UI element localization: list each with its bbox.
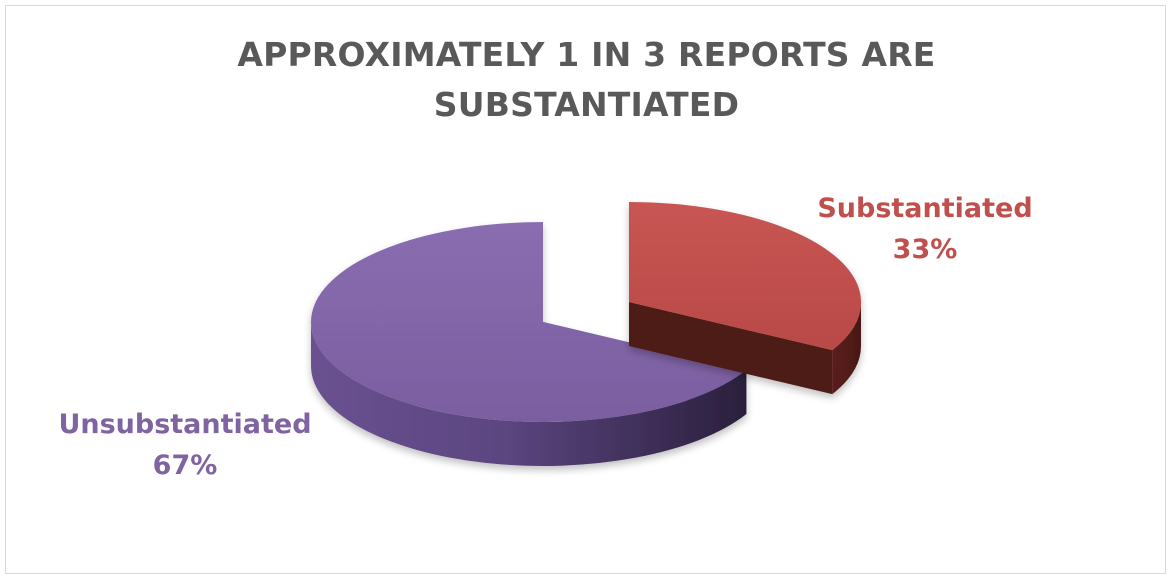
pie-slice-substantiated	[629, 202, 862, 395]
data-label-unsubstantiated: Unsubstantiated 67%	[40, 404, 330, 486]
pie-slice-wall	[629, 302, 833, 395]
pie-slice-side	[832, 302, 862, 395]
pie-slice-top	[629, 202, 862, 351]
chart-title-line-1: APPROXIMATELY 1 IN 3 REPORTS ARE	[237, 35, 936, 74]
data-label-value: 33%	[892, 234, 958, 265]
data-label-value: 67%	[152, 450, 218, 481]
pie-slice-top	[311, 222, 747, 422]
data-label-name: Unsubstantiated	[58, 409, 312, 440]
chart-title-line-2: SUBSTANTIATED	[433, 85, 740, 124]
chart-area	[5, 5, 1166, 574]
pie-slice-side	[311, 322, 747, 467]
chart-title: APPROXIMATELY 1 IN 3 REPORTS ARE SUBSTAN…	[0, 30, 1173, 130]
pie-slice-unsubstantiated	[311, 222, 747, 467]
data-label-substantiated: Substantiated 33%	[790, 188, 1060, 270]
data-label-name: Substantiated	[817, 193, 1033, 224]
